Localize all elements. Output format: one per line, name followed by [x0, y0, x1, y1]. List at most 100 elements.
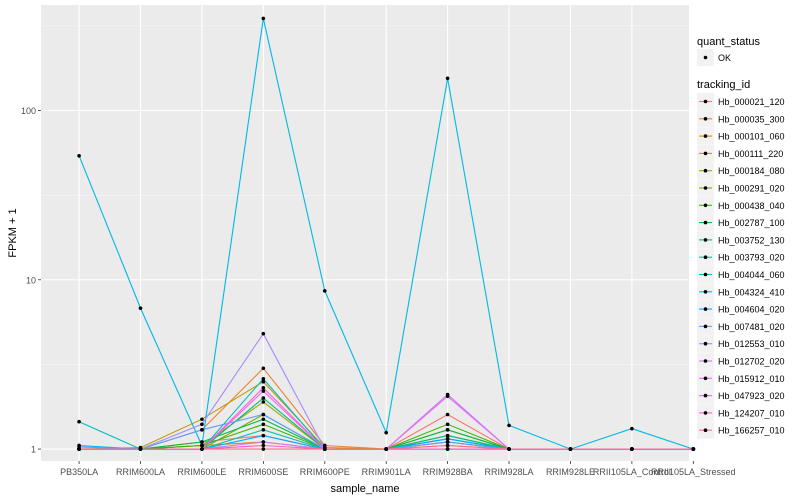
- data-point: [445, 440, 450, 444]
- data-point: [261, 377, 266, 381]
- legend-label: Hb_124207_010: [718, 408, 785, 418]
- legend-label: Hb_003752_130: [718, 235, 785, 245]
- data-point: [261, 417, 266, 422]
- data-point: [200, 427, 204, 432]
- legend-label: Hb_002787_100: [718, 218, 785, 228]
- data-point: [445, 443, 450, 448]
- x-tick-label: RRIM600PE: [300, 467, 350, 477]
- legend-point-symbol: [703, 168, 708, 173]
- legend-color-items: Hb_000021_120 Hb_000035_300 Hb_000101_060 H…: [697, 93, 785, 439]
- legend-label: Hb_000101_060: [718, 132, 785, 142]
- data-point: [261, 400, 266, 404]
- legend-point-symbol: [703, 411, 708, 415]
- x-tick-label: RRIM928LA: [485, 467, 534, 477]
- legend-label: Hb_007481_020: [718, 322, 785, 332]
- x-axis-title: sample_name: [330, 483, 399, 495]
- data-point: [507, 423, 511, 428]
- data-point: [200, 417, 204, 422]
- legend-label: Hb_000111_220: [718, 149, 783, 159]
- data-point: [322, 289, 327, 293]
- y-tick-label: 1: [31, 445, 36, 455]
- data-point: [261, 389, 266, 393]
- major-gridlines: [41, 5, 694, 461]
- legend-point-symbol: [703, 55, 708, 60]
- data-point: [261, 447, 266, 451]
- data-point: [445, 412, 450, 417]
- x-tick-label: RRIM600LE: [177, 467, 226, 477]
- legend-point-symbol: [703, 428, 708, 433]
- data-point: [445, 76, 450, 81]
- legend-point-symbol: [703, 151, 708, 156]
- x-tick-label: RRIM600LA: [116, 467, 165, 477]
- data-point: [261, 16, 266, 21]
- legend-color-title: tracking_id: [697, 79, 750, 91]
- data-point: [200, 422, 204, 427]
- x-tick-label: RRII105LA_Stressed: [651, 467, 736, 477]
- legend-point-symbol: [703, 117, 708, 121]
- data-point: [322, 447, 327, 451]
- data-point: [261, 331, 266, 336]
- data-point: [261, 427, 266, 432]
- x-tick-label: RRIM928BA: [423, 467, 473, 477]
- legend-point-symbol: [703, 307, 708, 311]
- data-point: [261, 366, 266, 371]
- y-axis-title: FPKM + 1: [7, 208, 19, 257]
- data-point: [261, 433, 266, 438]
- legend-label: Hb_047923_020: [718, 391, 785, 401]
- data-point: [445, 427, 450, 432]
- legend-label: Hb_000438_040: [718, 201, 785, 211]
- legend-label: OK: [718, 53, 731, 63]
- legend-point-symbol: [703, 134, 708, 138]
- legend-point-symbol: [703, 290, 708, 294]
- legend-point-symbol: [703, 359, 708, 363]
- data-point: [630, 426, 634, 431]
- data-point: [261, 443, 266, 448]
- legend-label: Hb_004604_020: [718, 305, 785, 315]
- data-point: [77, 154, 81, 158]
- legend-point-symbol: [703, 376, 708, 381]
- data-point: [200, 447, 204, 451]
- x-tick-label: RRIM600SE: [238, 467, 288, 477]
- data-point: [691, 447, 696, 451]
- legend-label: Hb_000184_080: [718, 166, 785, 176]
- legend-label: Hb_166257_010: [718, 426, 785, 436]
- legend-point-symbol: [703, 393, 708, 398]
- legend: quant_status OK tracking_id Hb_000021_12…: [697, 36, 785, 439]
- data-point: [200, 443, 204, 448]
- y-tick-label: 100: [21, 106, 36, 116]
- data-point: [261, 386, 266, 390]
- data-point: [261, 422, 266, 427]
- legend-label: Hb_015912_010: [718, 374, 785, 384]
- data-point: [384, 430, 388, 435]
- y-axis: 1 10 100: [21, 106, 41, 455]
- legend-label: Hb_003793_020: [718, 253, 785, 263]
- x-tick-label: RRIM901LA: [362, 467, 411, 477]
- legend-label: Hb_000035_300: [718, 114, 785, 124]
- data-point: [630, 447, 634, 451]
- data-point: [445, 394, 450, 399]
- minor-gridlines: [41, 25, 689, 365]
- legend-point-symbol: [703, 238, 708, 242]
- x-tick-label: RRIM928LE: [546, 467, 595, 477]
- legend-label: Hb_012702_020: [718, 357, 785, 367]
- data-point: [138, 306, 143, 310]
- legend-label: Hb_012553_010: [718, 339, 785, 349]
- data-point: [568, 447, 573, 451]
- x-tick-label: PB350LA: [60, 467, 98, 477]
- data-point: [261, 440, 266, 444]
- data-point: [138, 447, 143, 451]
- legend-point-symbol: [703, 255, 708, 259]
- y-tick-label: 10: [26, 275, 36, 285]
- legend-shape-items: OK: [697, 49, 731, 66]
- legend-label: Hb_004044_060: [718, 270, 785, 280]
- legend-point-symbol: [703, 272, 708, 277]
- legend-point-symbol: [703, 203, 708, 208]
- data-point: [261, 396, 266, 400]
- data-point: [445, 433, 450, 438]
- legend-point-symbol: [703, 220, 708, 225]
- legend-point-symbol: [703, 341, 708, 346]
- data-point: [200, 440, 204, 444]
- data-point: [261, 412, 266, 417]
- legend-label: Hb_000021_120: [718, 97, 785, 107]
